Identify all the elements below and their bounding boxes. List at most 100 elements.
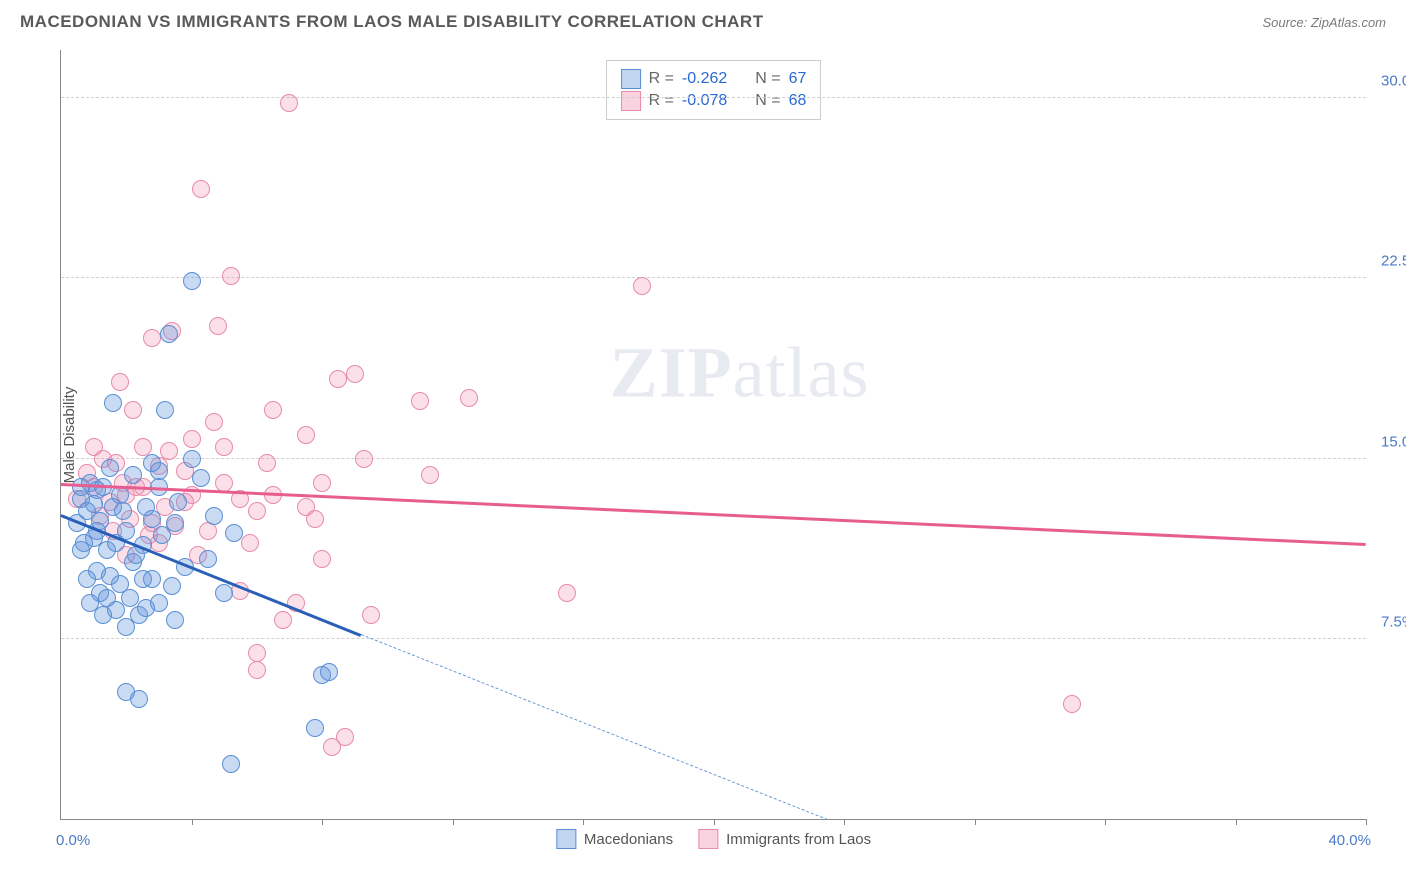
y-axis-title: Male Disability xyxy=(61,386,78,483)
data-point-blue xyxy=(222,755,240,773)
chart-title: MACEDONIAN VS IMMIGRANTS FROM LAOS MALE … xyxy=(20,12,764,32)
data-point-pink xyxy=(313,474,331,492)
data-point-pink xyxy=(241,534,259,552)
data-point-blue xyxy=(183,272,201,290)
legend-swatch-blue xyxy=(621,69,641,89)
data-point-blue xyxy=(94,606,112,624)
data-point-pink xyxy=(160,442,178,460)
plot-area: Male Disability ZIPatlas 0.0% 40.0% R = … xyxy=(60,50,1366,820)
legend-r-value: -0.262 xyxy=(682,70,727,88)
legend-swatch-pink xyxy=(621,91,641,111)
legend-swatch-pink xyxy=(698,829,718,849)
x-axis-min-label: 0.0% xyxy=(56,832,90,849)
data-point-blue xyxy=(124,466,142,484)
data-point-pink xyxy=(421,466,439,484)
data-point-blue xyxy=(104,394,122,412)
data-point-pink xyxy=(111,373,129,391)
data-point-pink xyxy=(85,438,103,456)
data-point-pink xyxy=(297,426,315,444)
x-tick xyxy=(844,819,845,825)
data-point-blue xyxy=(215,584,233,602)
data-point-blue xyxy=(137,599,155,617)
data-point-blue xyxy=(156,401,174,419)
data-point-pink xyxy=(215,438,233,456)
x-tick xyxy=(322,819,323,825)
legend-swatch-blue xyxy=(556,829,576,849)
x-axis-max-label: 40.0% xyxy=(1328,832,1371,849)
data-point-blue xyxy=(306,719,324,737)
legend-n-value: 67 xyxy=(789,70,807,88)
data-point-pink xyxy=(134,438,152,456)
data-point-blue xyxy=(117,618,135,636)
data-point-blue xyxy=(121,589,139,607)
data-point-pink xyxy=(362,606,380,624)
gridline xyxy=(61,458,1366,459)
data-point-pink xyxy=(258,454,276,472)
data-point-pink xyxy=(183,430,201,448)
data-point-pink xyxy=(1063,695,1081,713)
data-point-blue xyxy=(320,663,338,681)
data-point-pink xyxy=(248,644,266,662)
y-tick-label: 15.0% xyxy=(1371,433,1406,450)
data-point-pink xyxy=(143,329,161,347)
source-attribution: Source: ZipAtlas.com xyxy=(1262,15,1386,30)
data-point-blue xyxy=(98,589,116,607)
legend-row-pink: R = -0.078N = 68 xyxy=(621,91,807,111)
data-point-blue xyxy=(169,493,187,511)
regression-line-blue-dashed xyxy=(361,634,828,820)
data-point-pink xyxy=(633,277,651,295)
x-tick xyxy=(453,819,454,825)
legend-n-value: 68 xyxy=(789,92,807,110)
data-point-blue xyxy=(205,507,223,525)
data-point-pink xyxy=(355,450,373,468)
data-point-blue xyxy=(192,469,210,487)
gridline xyxy=(61,277,1366,278)
legend-n-label: N = xyxy=(755,70,780,88)
legend-r-value: -0.078 xyxy=(682,92,727,110)
data-point-pink xyxy=(460,389,478,407)
data-point-pink xyxy=(297,498,315,516)
data-point-pink xyxy=(329,370,347,388)
watermark-rest: atlas xyxy=(733,332,870,412)
x-tick xyxy=(192,819,193,825)
y-tick-label: 22.5% xyxy=(1371,253,1406,270)
gridline xyxy=(61,638,1366,639)
x-tick xyxy=(714,819,715,825)
data-point-pink xyxy=(411,392,429,410)
data-point-blue xyxy=(134,570,152,588)
data-point-pink xyxy=(222,267,240,285)
legend-r-label: R = xyxy=(649,70,674,88)
watermark-bold: ZIP xyxy=(610,332,733,412)
data-point-blue xyxy=(225,524,243,542)
data-point-blue xyxy=(101,459,119,477)
data-point-pink xyxy=(280,94,298,112)
chart-container: Male Disability ZIPatlas 0.0% 40.0% R = … xyxy=(50,40,1386,855)
x-tick xyxy=(1105,819,1106,825)
y-tick-label: 7.5% xyxy=(1371,613,1406,630)
data-point-pink xyxy=(264,401,282,419)
data-point-blue xyxy=(183,450,201,468)
watermark: ZIPatlas xyxy=(610,331,870,414)
legend-row-blue: R = -0.262 N = 67 xyxy=(621,69,807,89)
series-legend-item-blue: Macedonians xyxy=(556,829,673,849)
data-point-blue xyxy=(130,690,148,708)
data-point-blue xyxy=(160,325,178,343)
data-point-blue xyxy=(78,570,96,588)
series-legend-label: Immigrants from Laos xyxy=(726,831,871,848)
data-point-pink xyxy=(124,401,142,419)
series-legend-item-pink: Immigrants from Laos xyxy=(698,829,871,849)
data-point-blue xyxy=(166,514,184,532)
chart-header: MACEDONIAN VS IMMIGRANTS FROM LAOS MALE … xyxy=(0,0,1406,40)
data-point-blue xyxy=(72,478,90,496)
legend-n-label: N = xyxy=(755,92,780,110)
data-point-pink xyxy=(248,661,266,679)
data-point-pink xyxy=(336,728,354,746)
data-point-pink xyxy=(248,502,266,520)
y-tick-label: 30.0% xyxy=(1371,73,1406,90)
data-point-blue xyxy=(166,611,184,629)
gridline xyxy=(61,97,1366,98)
data-point-blue xyxy=(114,502,132,520)
x-tick xyxy=(975,819,976,825)
data-point-pink xyxy=(209,317,227,335)
series-legend-label: Macedonians xyxy=(584,831,673,848)
